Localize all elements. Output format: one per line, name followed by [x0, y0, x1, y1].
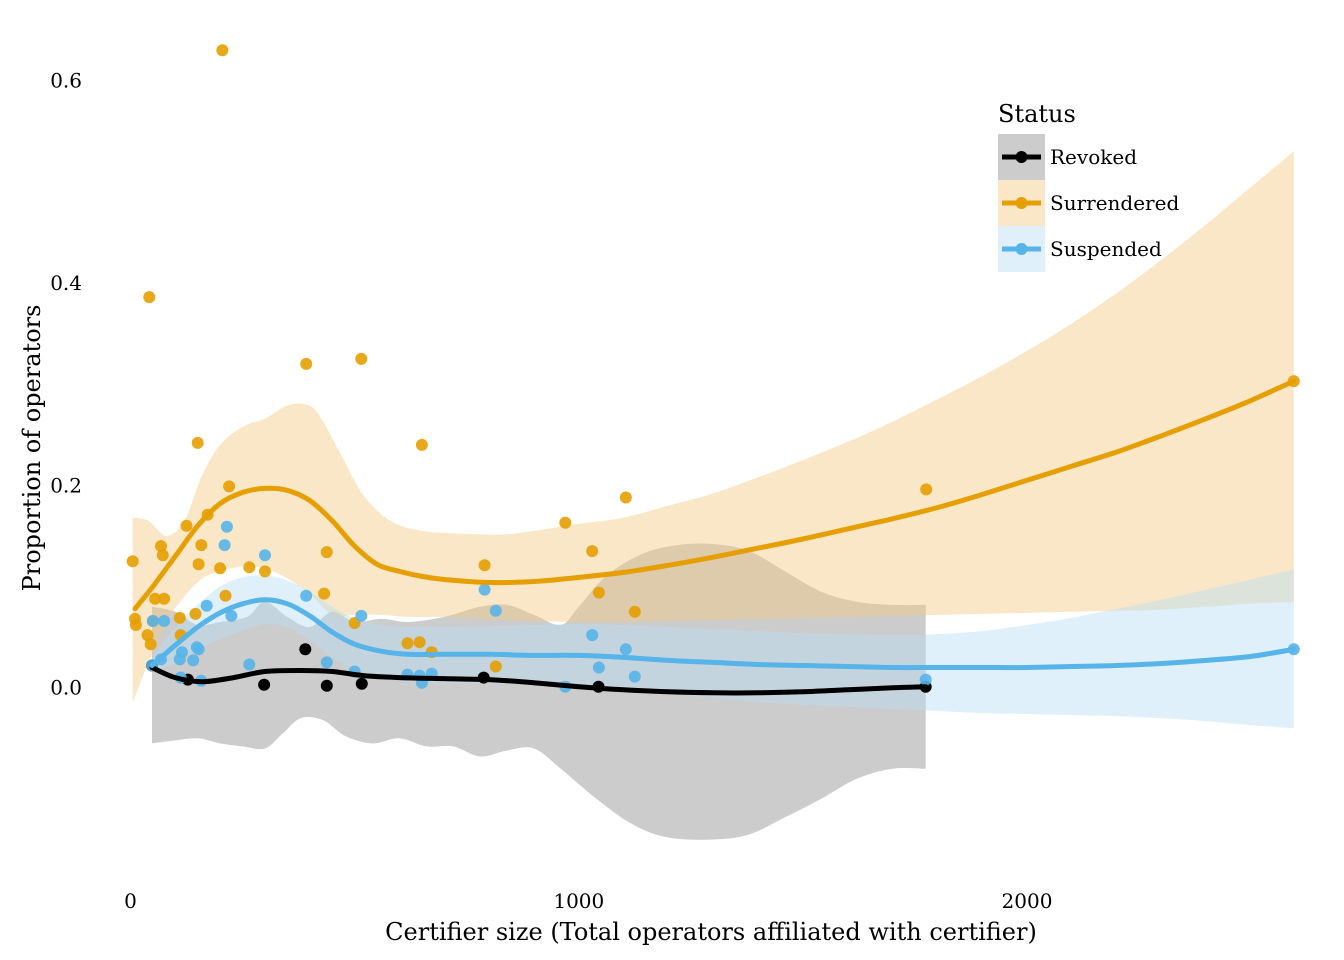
surrendered-confidence-band [132, 151, 1294, 703]
surrendered-point [489, 660, 502, 673]
suspended-confidence-band [152, 569, 1294, 729]
surrendered-point [559, 516, 572, 529]
surrendered-point [920, 483, 933, 496]
suspended-point [320, 656, 333, 669]
surrendered-point [189, 607, 202, 620]
surrendered-point [478, 559, 491, 572]
suspended-point [919, 673, 932, 686]
y-tick-label: 0.0 [50, 676, 82, 700]
surrendered-point [401, 637, 414, 650]
surrendered-point [628, 605, 641, 618]
surrendered-point [180, 519, 193, 532]
revoked-smooth-line [149, 665, 929, 696]
surrendered-point [126, 555, 139, 568]
revoked-point [258, 678, 271, 691]
surrendered-point [223, 480, 236, 493]
surrendered-point [318, 587, 331, 600]
smooth-lines [132, 378, 1297, 696]
surrendered-point [216, 44, 229, 57]
legend-label: Revoked [1050, 145, 1137, 169]
legend-label: Suspended [1050, 237, 1162, 261]
y-axis-title: Proportion of operators [18, 305, 46, 592]
surrendered-point [300, 357, 313, 370]
suspended-point [243, 658, 256, 671]
surrendered-point [415, 438, 428, 451]
suspended-point [187, 654, 200, 667]
surrendered-point [173, 611, 186, 624]
legend-items: Revoked Surrendered Suspended [998, 134, 1179, 272]
x-tick-label: 0 [124, 889, 137, 913]
x-axis-title: Certifier size (Total operators affiliat… [385, 918, 1037, 946]
surrendered-point [214, 562, 227, 575]
suspended-point [225, 609, 238, 622]
surrendered-point [143, 291, 156, 304]
y-tick-label: 0.2 [50, 473, 82, 497]
suspended-point [218, 539, 231, 552]
surrendered-point [155, 540, 167, 553]
surrendered-point [586, 545, 599, 558]
surrendered-point [355, 352, 368, 365]
surrendered-point [129, 619, 142, 631]
x-tick-label: 1000 [553, 889, 604, 913]
confidence-bands [132, 151, 1294, 840]
legend-item-revoked: Revoked [998, 134, 1137, 180]
suspended-point [489, 604, 502, 617]
surrendered-point [592, 586, 605, 599]
suspended-point [176, 646, 188, 659]
legend-key-point [1015, 243, 1028, 255]
revoked-point [320, 679, 333, 692]
suspended-point [158, 615, 171, 627]
suspended-point [619, 643, 632, 656]
x-axis-ticks: 0 1000 2000 [124, 889, 1052, 913]
revoked-point [299, 643, 312, 656]
suspended-point [592, 661, 605, 674]
surrendered-point [195, 539, 208, 552]
suspended-point [146, 615, 159, 627]
surrendered-point [243, 561, 256, 574]
suspended-point [300, 589, 313, 602]
y-tick-label: 0.4 [50, 271, 82, 295]
suspended-point [628, 670, 641, 683]
suspended-point [259, 549, 271, 562]
surrendered-point [619, 491, 632, 504]
suspended-point [355, 609, 368, 622]
suspended-point [586, 629, 599, 642]
surrendered-point [413, 636, 426, 649]
legend-title: Status [998, 100, 1076, 128]
revoked-point [355, 677, 368, 690]
surrendered-point [158, 592, 171, 605]
surrendered-point [320, 546, 333, 559]
legend-label: Surrendered [1050, 191, 1179, 215]
surrendered-point [219, 589, 232, 602]
surrendered-point [191, 436, 204, 449]
suspended-point [220, 520, 233, 533]
suspended-smooth-line [149, 597, 1297, 671]
legend: Status Revoked Surrendered Suspended [998, 100, 1179, 272]
surrendered-point [156, 549, 169, 562]
suspended-point [478, 583, 491, 596]
y-axis-ticks: 0.0 0.2 0.4 0.6 [50, 69, 82, 700]
surrendered-point [259, 565, 271, 578]
surrendered-point [149, 592, 162, 605]
surrendered-smooth-line [132, 378, 1297, 612]
suspended-point [200, 599, 213, 612]
legend-key-point [1015, 197, 1028, 209]
surrendered-point [192, 558, 205, 571]
revoked-confidence-band [152, 543, 926, 840]
surrendered-point [144, 638, 157, 651]
suspended-point [192, 643, 205, 656]
legend-item-surrendered: Surrendered [998, 180, 1179, 226]
legend-item-suspended: Suspended [998, 226, 1162, 272]
y-tick-label: 0.6 [50, 69, 82, 93]
legend-key-point [1015, 151, 1028, 163]
x-tick-label: 2000 [1002, 889, 1053, 913]
surrendered-point [141, 629, 154, 642]
